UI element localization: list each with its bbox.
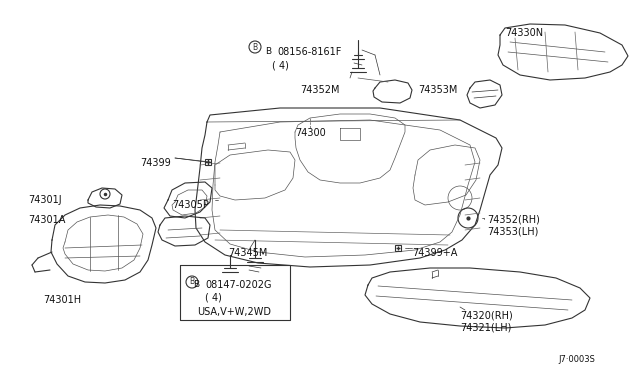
Text: J7·0003S: J7·0003S <box>558 355 595 364</box>
Text: 74330N: 74330N <box>505 28 543 38</box>
Text: 74345M: 74345M <box>228 248 268 258</box>
Text: 74353(LH): 74353(LH) <box>487 227 538 237</box>
Text: 74305P: 74305P <box>172 200 209 210</box>
Text: 74301A: 74301A <box>28 215 65 225</box>
Text: 74301H: 74301H <box>43 295 81 305</box>
Text: ( 4): ( 4) <box>272 60 289 70</box>
Text: 74399+A: 74399+A <box>412 248 458 258</box>
Text: B: B <box>252 42 257 51</box>
Text: USA,V+W,2WD: USA,V+W,2WD <box>197 307 271 317</box>
Text: 08147-0202G: 08147-0202G <box>205 280 271 290</box>
Text: 74352M: 74352M <box>300 85 339 95</box>
Text: B: B <box>265 47 271 56</box>
Text: 74353M: 74353M <box>418 85 458 95</box>
Text: ( 4): ( 4) <box>205 293 222 303</box>
Text: B: B <box>193 280 199 289</box>
Text: 74301J: 74301J <box>28 195 61 205</box>
Text: 08156-8161F: 08156-8161F <box>277 47 341 57</box>
Text: B: B <box>189 278 195 286</box>
Text: 74320(RH): 74320(RH) <box>460 310 513 320</box>
Text: 74352(RH): 74352(RH) <box>487 215 540 225</box>
Text: 74300: 74300 <box>295 128 326 138</box>
Text: 74321(LH): 74321(LH) <box>460 323 511 333</box>
Text: 74399: 74399 <box>140 158 171 168</box>
